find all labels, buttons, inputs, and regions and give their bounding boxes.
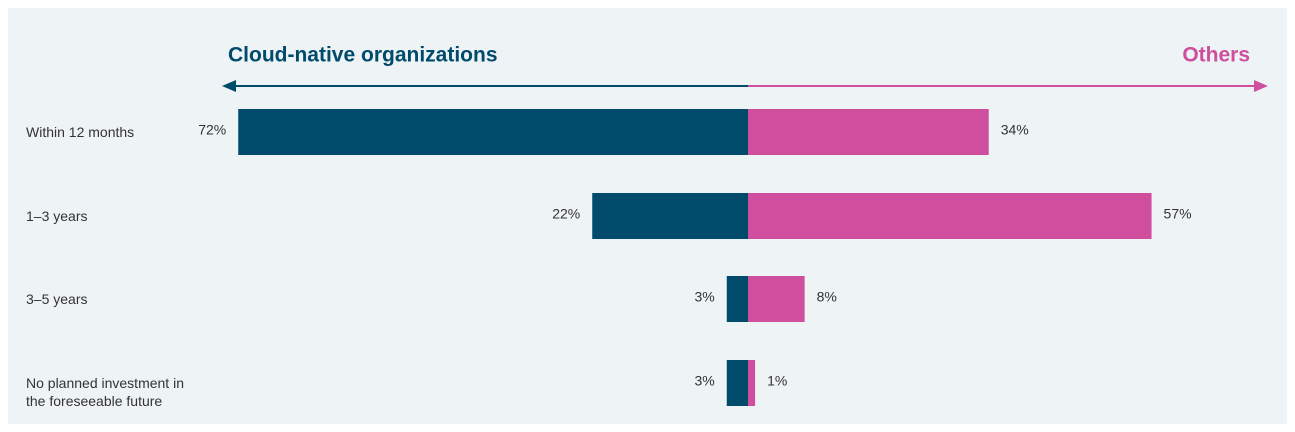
arrowhead-left bbox=[222, 80, 236, 92]
bar bbox=[748, 193, 1152, 239]
bar bbox=[748, 276, 805, 322]
bar bbox=[726, 276, 748, 322]
bar bbox=[592, 193, 748, 239]
value-label: 22% bbox=[552, 206, 580, 222]
value-label: 3% bbox=[695, 373, 715, 389]
value-label: 8% bbox=[817, 289, 837, 305]
legend-label: Others bbox=[1182, 44, 1250, 67]
arrowhead-right bbox=[1254, 80, 1268, 92]
bar bbox=[238, 109, 749, 155]
category-label: No planned investment in the foreseeable… bbox=[26, 375, 184, 409]
value-label: 1% bbox=[767, 373, 787, 389]
bar bbox=[748, 109, 989, 155]
category-label: 3–5 years bbox=[26, 291, 88, 307]
value-label: 34% bbox=[1001, 122, 1029, 138]
category-label: Within 12 months bbox=[26, 124, 135, 140]
value-label: 57% bbox=[1164, 206, 1192, 222]
bar bbox=[748, 360, 756, 406]
legend-label: Cloud-native organizations bbox=[228, 44, 498, 67]
value-label: 3% bbox=[695, 289, 715, 305]
category-label: 1–3 years bbox=[26, 208, 88, 224]
value-label: 72% bbox=[198, 122, 226, 138]
bar bbox=[726, 360, 748, 406]
